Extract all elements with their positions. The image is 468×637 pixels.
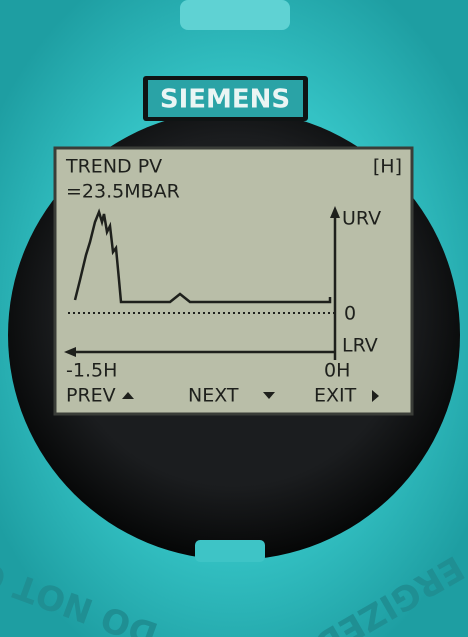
lrv-label: LRV [342, 335, 378, 357]
unit-mode: [H] [373, 156, 402, 178]
x-start-label: -1.5H [66, 360, 117, 382]
device-photo: SIEMENS TREND PV [H] =23.5MBAR URV 0 LRV… [0, 0, 468, 637]
softkey-prev: PREV [66, 385, 116, 407]
reading: =23.5MBAR [66, 181, 180, 203]
zero-label: 0 [344, 303, 356, 325]
display-title: TREND PV [65, 156, 162, 178]
x-end-label: 0H [324, 360, 350, 382]
housing-tab [180, 0, 290, 30]
urv-label: URV [342, 208, 381, 230]
softkey-next: NEXT [188, 385, 239, 407]
brand: SIEMENS [160, 85, 290, 115]
softkey-exit: EXIT [314, 385, 357, 407]
housing-tab-bottom [195, 540, 265, 562]
